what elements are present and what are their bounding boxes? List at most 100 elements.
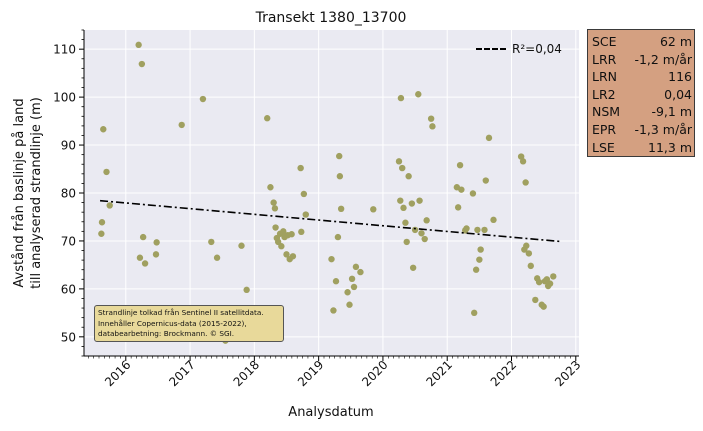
data-point	[106, 202, 113, 209]
data-point	[395, 158, 403, 165]
x-tick-label: 2019	[295, 358, 326, 389]
data-point	[519, 158, 527, 165]
data-point	[98, 230, 105, 237]
data-point	[517, 153, 525, 160]
data-point	[283, 251, 290, 258]
data-point	[535, 278, 543, 286]
stat-key: SCE	[592, 34, 617, 49]
data-point	[153, 239, 160, 246]
data-point	[336, 173, 344, 180]
data-point	[405, 173, 412, 180]
y-tick-label: 90	[61, 139, 76, 153]
grid	[84, 30, 579, 356]
stat-key: LSE	[592, 139, 615, 155]
legend-trend-swatch	[476, 48, 506, 50]
data-point	[337, 205, 345, 213]
data-point	[476, 256, 483, 263]
data-point	[482, 177, 489, 184]
stat-key: NSM	[592, 104, 621, 120]
y-axis-label-line-1: Avstånd från baslinje på land	[12, 98, 27, 287]
trend-line-group	[100, 199, 560, 243]
stat-key: EPR	[592, 121, 617, 137]
y-tick-label: 60	[61, 282, 76, 296]
data-point	[523, 242, 530, 249]
data-point	[332, 278, 340, 285]
data-point	[409, 264, 417, 271]
stat-row-lrn: LRN 116	[592, 68, 694, 86]
data-point	[458, 186, 465, 193]
stat-key: LRR	[592, 51, 617, 67]
data-point	[344, 289, 351, 296]
x-tick-label: 2017	[166, 358, 197, 389]
data-point	[463, 225, 470, 232]
data-point	[178, 121, 185, 129]
stat-key: LRN	[592, 69, 617, 85]
data-point	[100, 126, 107, 133]
data-point	[477, 246, 484, 253]
data-point	[98, 219, 106, 226]
credit-line-2: Innehåller Copernicus-data (2015-2022),	[98, 318, 247, 328]
stat-row-lr2: LR2 0,04	[592, 86, 694, 104]
stat-value: 11,3 m	[648, 139, 692, 155]
stat-key: LR2	[592, 86, 616, 102]
credit-line-1: Strandlinje tolkad från Sentinel II sate…	[98, 308, 264, 317]
data-point	[402, 219, 409, 226]
data-point	[280, 228, 287, 235]
data-point	[522, 179, 529, 186]
data-point	[152, 251, 160, 258]
data-point	[532, 296, 539, 304]
data-point	[264, 115, 271, 122]
data-point	[400, 204, 407, 212]
data-point	[525, 250, 533, 257]
data-point	[411, 226, 419, 234]
stat-row-nsm: NSM -9,1 m	[592, 103, 694, 121]
data-point	[469, 190, 477, 197]
data-point	[348, 275, 356, 283]
data-point	[278, 243, 285, 250]
chart-title: Transekt 1380_13700	[255, 10, 407, 26]
data-point	[403, 238, 410, 246]
credit-box: Strandlinje tolkad från Sentinel II sate…	[94, 305, 284, 342]
data-point	[238, 242, 245, 249]
stat-row-lse: LSE 11,3 m	[592, 139, 694, 157]
data-point	[481, 226, 488, 234]
data-point	[334, 233, 342, 241]
stat-value: -1,2 m/år	[634, 51, 692, 67]
data-point	[288, 231, 295, 238]
stat-row-sce: SCE 62 m	[592, 33, 694, 51]
data-point	[427, 115, 435, 122]
data-point	[272, 224, 279, 231]
data-point	[267, 184, 274, 191]
x-axis-label: Analysdatum	[288, 405, 373, 420]
data-point	[136, 254, 144, 261]
x-tick-label: 2016	[102, 358, 133, 389]
data-point	[139, 233, 147, 241]
data-point	[485, 134, 493, 142]
data-point	[346, 301, 353, 308]
data-point	[357, 268, 364, 276]
data-point	[302, 211, 309, 218]
data-point	[399, 164, 406, 172]
data-point	[289, 253, 297, 260]
data-point	[271, 205, 279, 212]
data-point	[397, 94, 405, 102]
y-axis-label-line-2: till analyserad strandlinje (m)	[29, 97, 44, 289]
data-point	[328, 255, 335, 263]
data-point	[456, 161, 464, 169]
data-point	[300, 190, 308, 198]
data-point	[103, 168, 110, 176]
data-point	[213, 254, 221, 261]
data-point	[298, 228, 305, 236]
data-point	[418, 230, 425, 237]
legend-trend-label: R²=0,04	[512, 42, 562, 56]
stat-value: -9,1 m	[651, 104, 692, 120]
y-tick-label: 110	[53, 43, 76, 57]
data-point	[141, 260, 149, 267]
stat-value: 116	[668, 69, 692, 85]
data-point	[297, 164, 304, 172]
stat-value: -1,3 m/år	[634, 121, 692, 137]
data-point	[330, 307, 337, 314]
data-point	[472, 266, 480, 273]
data-point	[370, 206, 377, 213]
